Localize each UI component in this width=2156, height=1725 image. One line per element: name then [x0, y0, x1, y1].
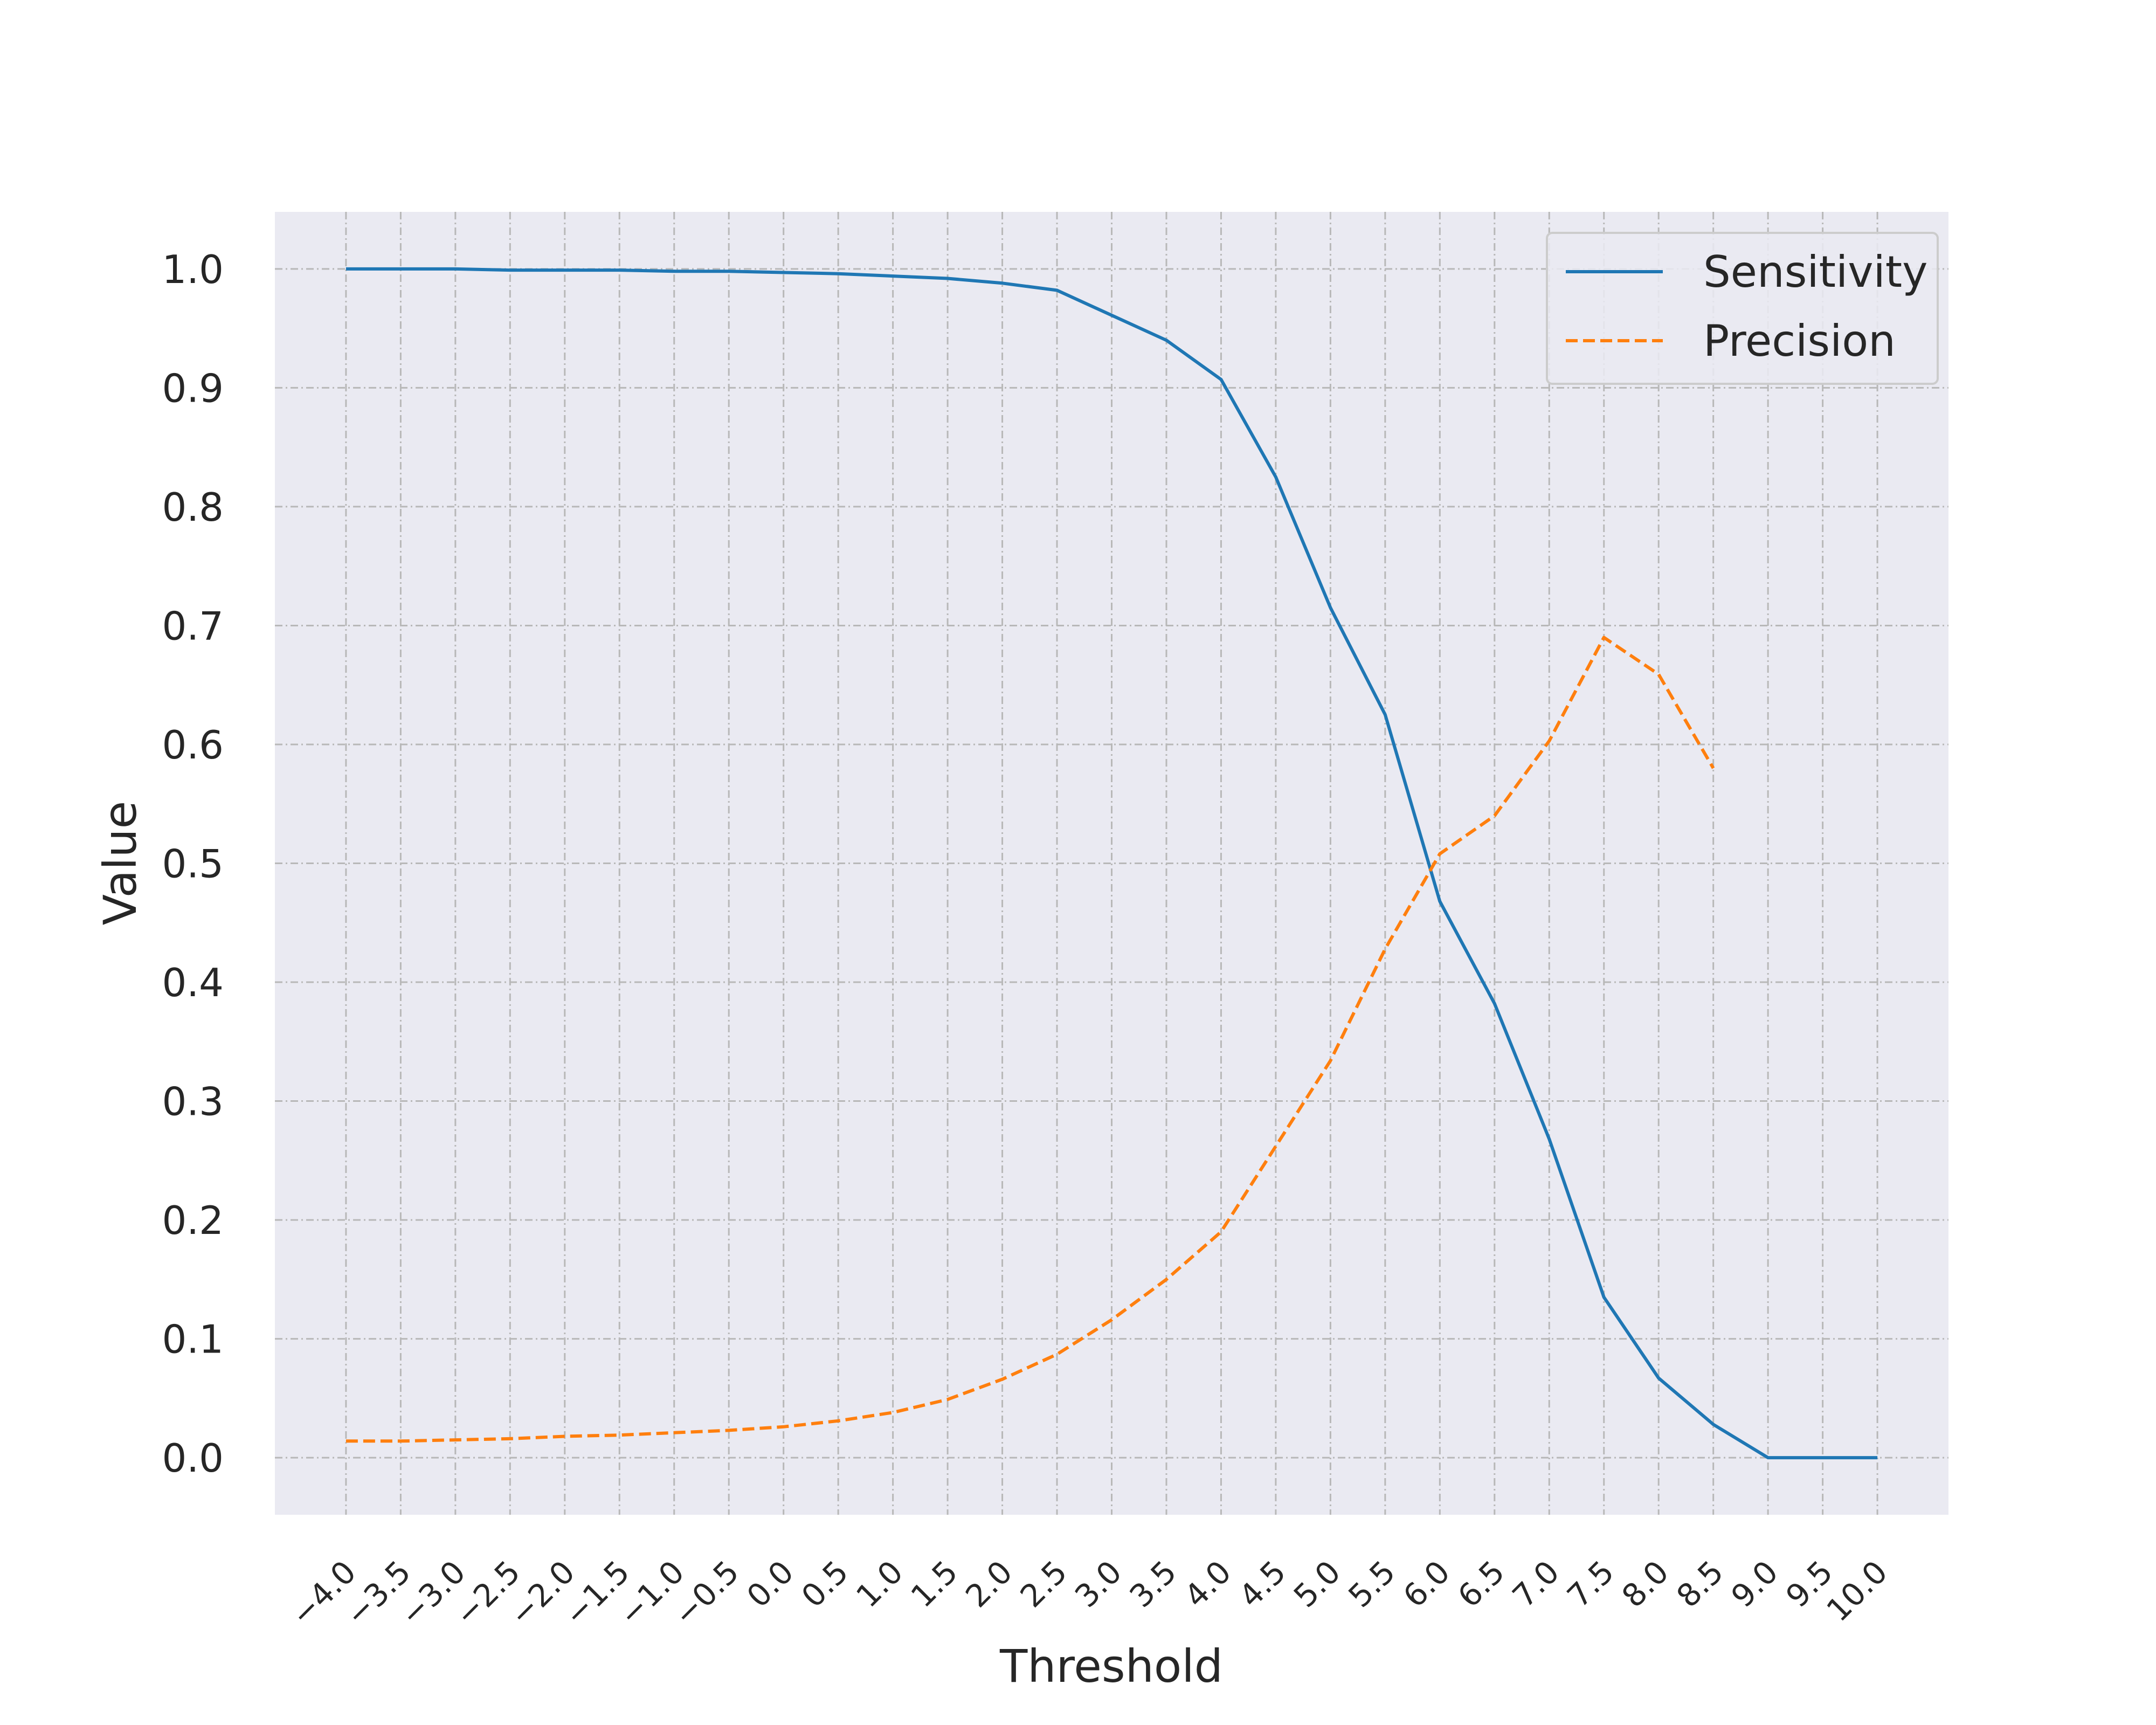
y-axis-label: Value: [94, 801, 147, 926]
y-tick-label: 0.7: [162, 603, 224, 648]
legend-label: Precision: [1703, 316, 1896, 366]
y-tick-label: 0.2: [162, 1198, 224, 1243]
y-tick-label: 0.9: [162, 365, 224, 411]
y-tick-label: 0.6: [162, 722, 224, 768]
series-layer: [345, 267, 1878, 1460]
legend-label: Sensitivity: [1703, 247, 1927, 297]
x-axis-label: Threshold: [999, 1640, 1223, 1693]
y-tick-labels: 0.0 0.1 0.2 0.3 0.4 0.5 0.6 0.7 0.8 0.9 1.0: [162, 247, 224, 1481]
series-line-sensitivity: [345, 267, 1878, 1460]
y-tick-label: 1.0: [162, 247, 224, 292]
legend: Sensitivity Precision: [1546, 232, 1939, 385]
y-tick-label: 0.5: [162, 841, 224, 887]
y-tick-label: 0.3: [162, 1079, 224, 1124]
y-tick-label: 0.1: [162, 1317, 224, 1362]
series-line-precision: [345, 636, 1715, 1443]
y-tick-label: 0.0: [162, 1436, 224, 1481]
y-tick-label: 0.4: [162, 960, 224, 1005]
y-tick-label: 0.8: [162, 485, 224, 530]
